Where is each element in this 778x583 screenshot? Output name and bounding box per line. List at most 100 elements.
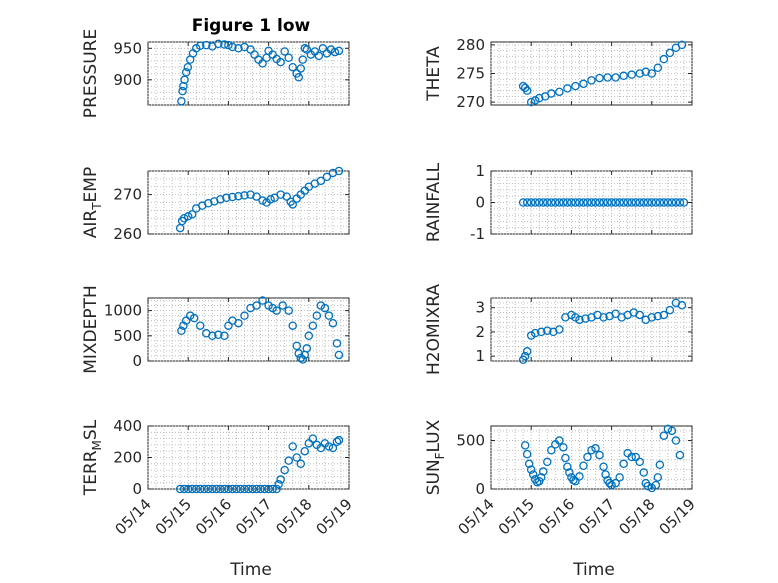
data-point	[320, 303, 330, 313]
data-point	[196, 484, 205, 494]
data-point	[228, 192, 237, 202]
data-point	[196, 321, 205, 330]
data-point	[189, 313, 199, 323]
data-point	[561, 453, 570, 463]
data-point	[611, 198, 620, 207]
x-tick-label: 05/14	[455, 495, 498, 538]
data-point	[623, 198, 632, 207]
data-point	[302, 45, 312, 54]
data-point	[667, 198, 677, 207]
data-point	[272, 484, 281, 494]
data-point	[671, 198, 681, 207]
y-tick-label: 0	[475, 194, 485, 212]
data-point	[591, 198, 600, 207]
data-point	[214, 39, 223, 49]
data-point	[653, 63, 663, 73]
figure-title: Figure 1 low	[192, 16, 311, 36]
y-tick-label: 500	[456, 432, 485, 450]
data-point	[559, 198, 568, 207]
data-point	[292, 341, 301, 351]
data-point	[308, 321, 318, 330]
data-point	[220, 331, 229, 341]
data-point	[581, 314, 590, 323]
data-point	[526, 465, 536, 474]
data-point	[308, 434, 318, 443]
data-point	[220, 40, 229, 49]
data-point	[288, 62, 297, 72]
data-point	[551, 198, 560, 207]
data-point	[191, 484, 201, 494]
data-point	[228, 42, 237, 52]
data-point	[677, 40, 687, 50]
data-point	[675, 450, 685, 460]
data-point	[537, 473, 546, 482]
data-point	[663, 198, 673, 207]
subplot-theta: 270 275 280 THETA	[424, 36, 693, 111]
data-point	[248, 484, 257, 494]
y-tick-label: 2	[475, 323, 485, 341]
subplot-pressure: 900 950 PRESSURE	[81, 29, 350, 118]
data-point	[591, 444, 600, 453]
x-tick-label: 05/17	[232, 495, 275, 538]
data-point	[528, 470, 538, 479]
data-point	[651, 198, 661, 207]
x-tick-label: 05/18	[615, 495, 658, 538]
data-point	[555, 325, 564, 334]
data-point	[615, 198, 624, 207]
data-point	[571, 198, 580, 207]
data-point	[563, 198, 572, 207]
data-point	[222, 193, 231, 203]
data-point	[282, 192, 291, 201]
data-point	[318, 44, 328, 53]
y-tick-label: 500	[113, 327, 142, 345]
data-point	[312, 311, 322, 320]
data-point	[175, 484, 185, 494]
data-point	[294, 73, 303, 82]
data-point	[643, 198, 653, 207]
data-point	[522, 449, 532, 459]
data-point	[627, 70, 636, 79]
data-point	[187, 210, 197, 219]
data-point	[250, 50, 259, 59]
data-point	[611, 309, 620, 318]
data-point	[605, 478, 614, 488]
data-point	[284, 306, 293, 315]
data-point	[252, 301, 261, 310]
data-point	[655, 460, 665, 470]
data-point	[224, 484, 233, 494]
data-point	[322, 172, 332, 182]
data-point	[272, 306, 281, 315]
x-tick-label: 05/17	[575, 495, 618, 538]
data-point	[647, 198, 657, 207]
data-point	[522, 198, 532, 207]
data-point	[202, 40, 211, 50]
data-point	[635, 310, 644, 320]
data-point	[240, 311, 249, 320]
data-point	[587, 198, 596, 207]
data-point	[179, 81, 188, 91]
data-point	[200, 484, 209, 494]
data-point	[260, 484, 269, 494]
data-point	[599, 313, 608, 322]
data-point	[665, 305, 675, 315]
data-point	[607, 480, 616, 490]
data-point	[547, 445, 556, 455]
y-tick-label: 280	[456, 36, 485, 54]
data-point	[653, 311, 663, 321]
data-point	[278, 301, 287, 310]
data-point	[234, 318, 243, 328]
data-point	[619, 198, 628, 207]
data-point	[252, 484, 261, 494]
data-point	[522, 347, 532, 356]
data-point	[635, 457, 644, 467]
data-point	[280, 465, 289, 475]
data-point	[534, 93, 544, 103]
data-point	[563, 462, 572, 471]
data-point	[643, 481, 653, 491]
data-point	[220, 484, 229, 494]
y-axis-label: MIXDEPTH	[81, 285, 101, 374]
data-point	[266, 195, 275, 204]
y-tick-label: 950	[113, 39, 142, 57]
data-point	[627, 198, 636, 207]
data-point	[563, 84, 572, 93]
